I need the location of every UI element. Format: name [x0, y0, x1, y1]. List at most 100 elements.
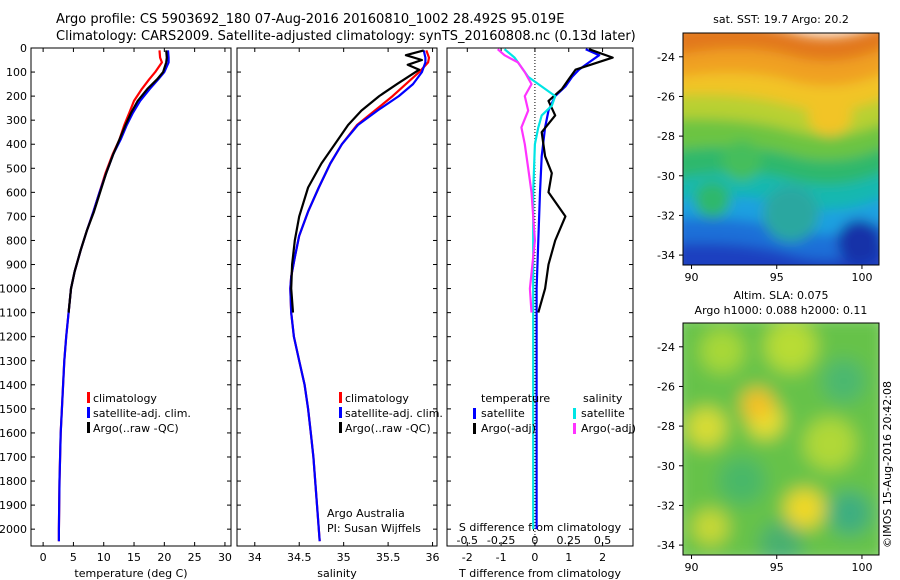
legend-swatch: [87, 392, 90, 403]
sst-map: -24 -26 -28 -30 -32 -34 90 95 100 sat. SST: 19.7 …: [657, 13, 880, 284]
map-y-tick-label: -32: [657, 209, 675, 222]
map-x-tick-label: 100: [851, 561, 872, 574]
x-tick-label: 35.5: [376, 551, 401, 564]
y-tick-label: 700: [6, 210, 27, 223]
legend-label: satellite: [581, 407, 625, 420]
map-field: [683, 33, 879, 265]
y-tick-label: 100: [6, 66, 27, 79]
map-y-tick-label: -34: [657, 249, 675, 262]
color-patch: [694, 182, 731, 219]
series-line-1: [289, 50, 427, 542]
map-y-tick-label: -26: [657, 90, 675, 103]
map-y-tick-label: -34: [657, 539, 675, 552]
map-y-tick-label: -24: [657, 51, 675, 64]
copyright-label: ©IMOS 15-Aug-2016 20:42:08: [881, 381, 894, 548]
profile-panel-3: -2 -1 0 1 2 T difference from climatology -0.5…: [446, 47, 636, 580]
series-line-1: [57, 50, 170, 542]
legend-title: salinity: [583, 392, 623, 405]
y-tick-label: 500: [6, 162, 27, 175]
map-subtitle: Argo h1000: 0.088 h2000: 0.11: [695, 304, 868, 317]
legend-swatch: [573, 408, 576, 419]
y-tick-label: 1500: [0, 403, 27, 416]
color-patch: [762, 185, 819, 242]
map-x-tick-label: 90: [685, 561, 699, 574]
y-tick-label: 1000: [0, 283, 27, 296]
map-y-tick-label: -30: [657, 460, 675, 473]
legend-label: Argo(..raw -QC): [345, 422, 431, 435]
x-tick-label: 10: [97, 551, 111, 564]
color-patch: [741, 388, 774, 421]
x-tick-label: -2: [462, 551, 473, 564]
series-line-3: [496, 48, 537, 313]
top-x-tick-label: 0.25: [556, 534, 581, 547]
legend-label: climatology: [93, 392, 157, 405]
top-axis-label: S difference from climatology: [459, 521, 622, 534]
title-line-1: Argo profile: CS 5903692_180 07-Aug-2016…: [56, 12, 565, 27]
color-patch: [827, 491, 872, 536]
map-title: sat. SST: 19.7 Argo: 20.2: [713, 13, 849, 26]
sla-map: -24 -26 -28 -30 -32 -34 90 95 100 Altim. SLA: 0.0…: [657, 289, 880, 574]
map-x-tick-label: 95: [770, 271, 784, 284]
x-tick-label: 15: [127, 551, 141, 564]
legend-swatch: [339, 422, 342, 433]
top-x-tick-label: 0.5: [594, 534, 612, 547]
x-tick-label: 35: [337, 551, 351, 564]
legend-swatch: [87, 422, 90, 433]
color-patch: [784, 488, 825, 529]
x-tick-label: 25: [188, 551, 202, 564]
map-frame: [682, 32, 880, 266]
top-x-tick-label: -0.25: [487, 534, 515, 547]
map-blobs: [683, 323, 879, 555]
color-band: [683, 242, 879, 265]
title-line-2: Climatology: CARS2009. Satellite-adjuste…: [56, 29, 636, 44]
annotation: PI: Susan Wijffels: [327, 522, 421, 535]
map-blobs: [683, 33, 879, 265]
y-tick-label: 1100: [0, 307, 27, 320]
map-frame: [682, 322, 880, 556]
map-title: Altim. SLA: 0.075: [733, 289, 828, 302]
map-x-tick-label: 90: [685, 271, 699, 284]
x-tick-label: 0: [40, 551, 47, 564]
x-tick-label: 0: [531, 551, 538, 564]
legend-label: Argo(..raw -QC): [93, 422, 179, 435]
y-tick-label: 1300: [0, 355, 27, 368]
map-y-tick-label: -24: [657, 341, 675, 354]
color-patch: [759, 521, 803, 555]
y-tick-label: 1900: [0, 499, 27, 512]
color-patch: [804, 417, 856, 470]
x-tick-label: 2: [599, 551, 606, 564]
top-x-tick-label: 0: [531, 534, 538, 547]
color-patch: [837, 219, 879, 264]
map-field: [683, 323, 879, 555]
x-tick-label: 30: [218, 551, 232, 564]
annotation: Argo Australia: [327, 507, 405, 520]
color-patch: [821, 359, 866, 403]
legend-title: temperature: [481, 392, 550, 405]
color-patch: [764, 323, 817, 373]
series-line-2: [290, 49, 424, 313]
map-y-tick-label: -30: [657, 170, 675, 183]
color-patch: [808, 92, 852, 137]
panel-frame: [236, 47, 438, 547]
legend-label: satellite-adj. clim.: [93, 407, 191, 420]
legend-label: Argo(-adj): [481, 422, 536, 435]
x-tick-label: 34.5: [287, 551, 312, 564]
y-tick-label: 0: [20, 42, 27, 55]
legend-swatch: [473, 423, 476, 434]
y-tick-label: 1200: [0, 331, 27, 344]
x-axis-label: temperature (deg C): [74, 567, 187, 580]
legend-label: satellite: [481, 407, 525, 420]
y-tick-label: 1800: [0, 475, 27, 488]
legend-label: satellite-adj. clim.: [345, 407, 443, 420]
y-tick-label: 1400: [0, 379, 27, 392]
legend-swatch: [573, 423, 576, 434]
color-patch: [692, 509, 729, 546]
x-tick-label: -1: [496, 551, 507, 564]
y-tick-label: 1600: [0, 427, 27, 440]
y-tick-label: 600: [6, 186, 27, 199]
series-line-2: [67, 50, 168, 313]
legend-label: Argo(-adj): [581, 422, 636, 435]
y-tick-label: 900: [6, 259, 27, 272]
map-y-tick-label: -26: [657, 380, 675, 393]
